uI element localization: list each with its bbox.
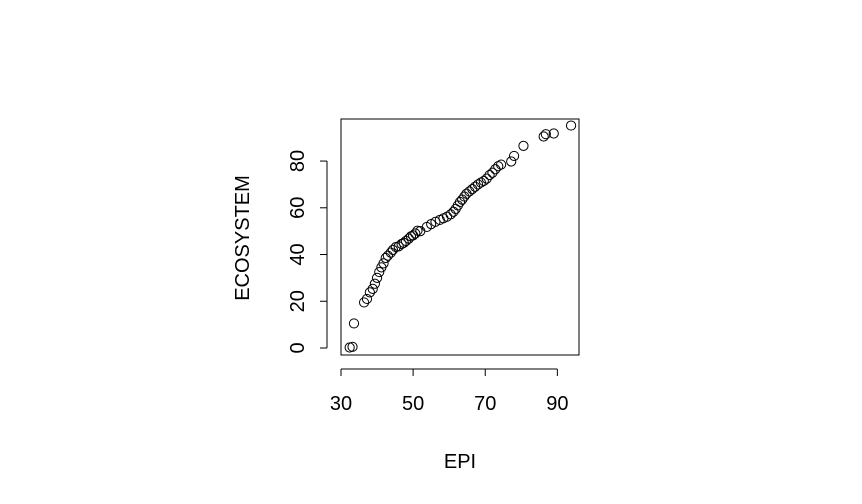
x-tick-label: 50 [402,393,424,415]
data-point [565,120,577,131]
data-point [393,241,404,252]
data-point [348,318,360,329]
data-points [344,120,577,353]
data-point [369,278,380,289]
data-point [548,128,559,139]
data-point [518,140,529,151]
data-point [467,183,478,195]
y-tick-label: 0 [287,342,309,353]
data-point [472,179,484,190]
y-tick-label: 80 [287,150,309,172]
data-point [385,247,396,258]
data-point [487,167,498,178]
data-point [478,175,489,187]
data-point [410,228,421,239]
data-point [464,186,475,197]
data-point [371,272,383,283]
data-point [441,211,453,222]
data-point [475,177,487,188]
data-point [484,169,495,181]
data-point [508,150,520,162]
data-point [378,258,389,269]
data-point [367,283,378,294]
data-point [347,341,358,352]
data-point [445,209,456,220]
data-point [364,287,375,298]
y-tick-label: 20 [287,290,309,312]
data-point [374,266,385,278]
y-tick-label: 40 [287,243,309,265]
data-point [448,206,459,217]
plot-frame [340,118,580,356]
data-point [380,252,391,264]
x-axis: 30 50 70 90 [330,368,568,415]
data-point [481,173,492,184]
data-point [493,161,504,172]
data-point [540,129,551,140]
y-tick-label: 60 [287,197,309,219]
x-tick-label: 70 [474,393,496,415]
data-point [361,293,373,305]
data-point [387,244,399,255]
data-point [358,297,370,308]
data-point [506,156,517,167]
y-axis-label: ECOSYSTEM [232,175,254,301]
data-point [382,250,393,261]
x-tick-label: 30 [330,393,352,415]
data-point [496,159,507,170]
x-axis-label: EPI [444,451,476,473]
data-point [538,131,549,142]
y-axis: 0 20 40 60 80 [287,150,328,354]
x-tick-label: 90 [546,393,568,415]
